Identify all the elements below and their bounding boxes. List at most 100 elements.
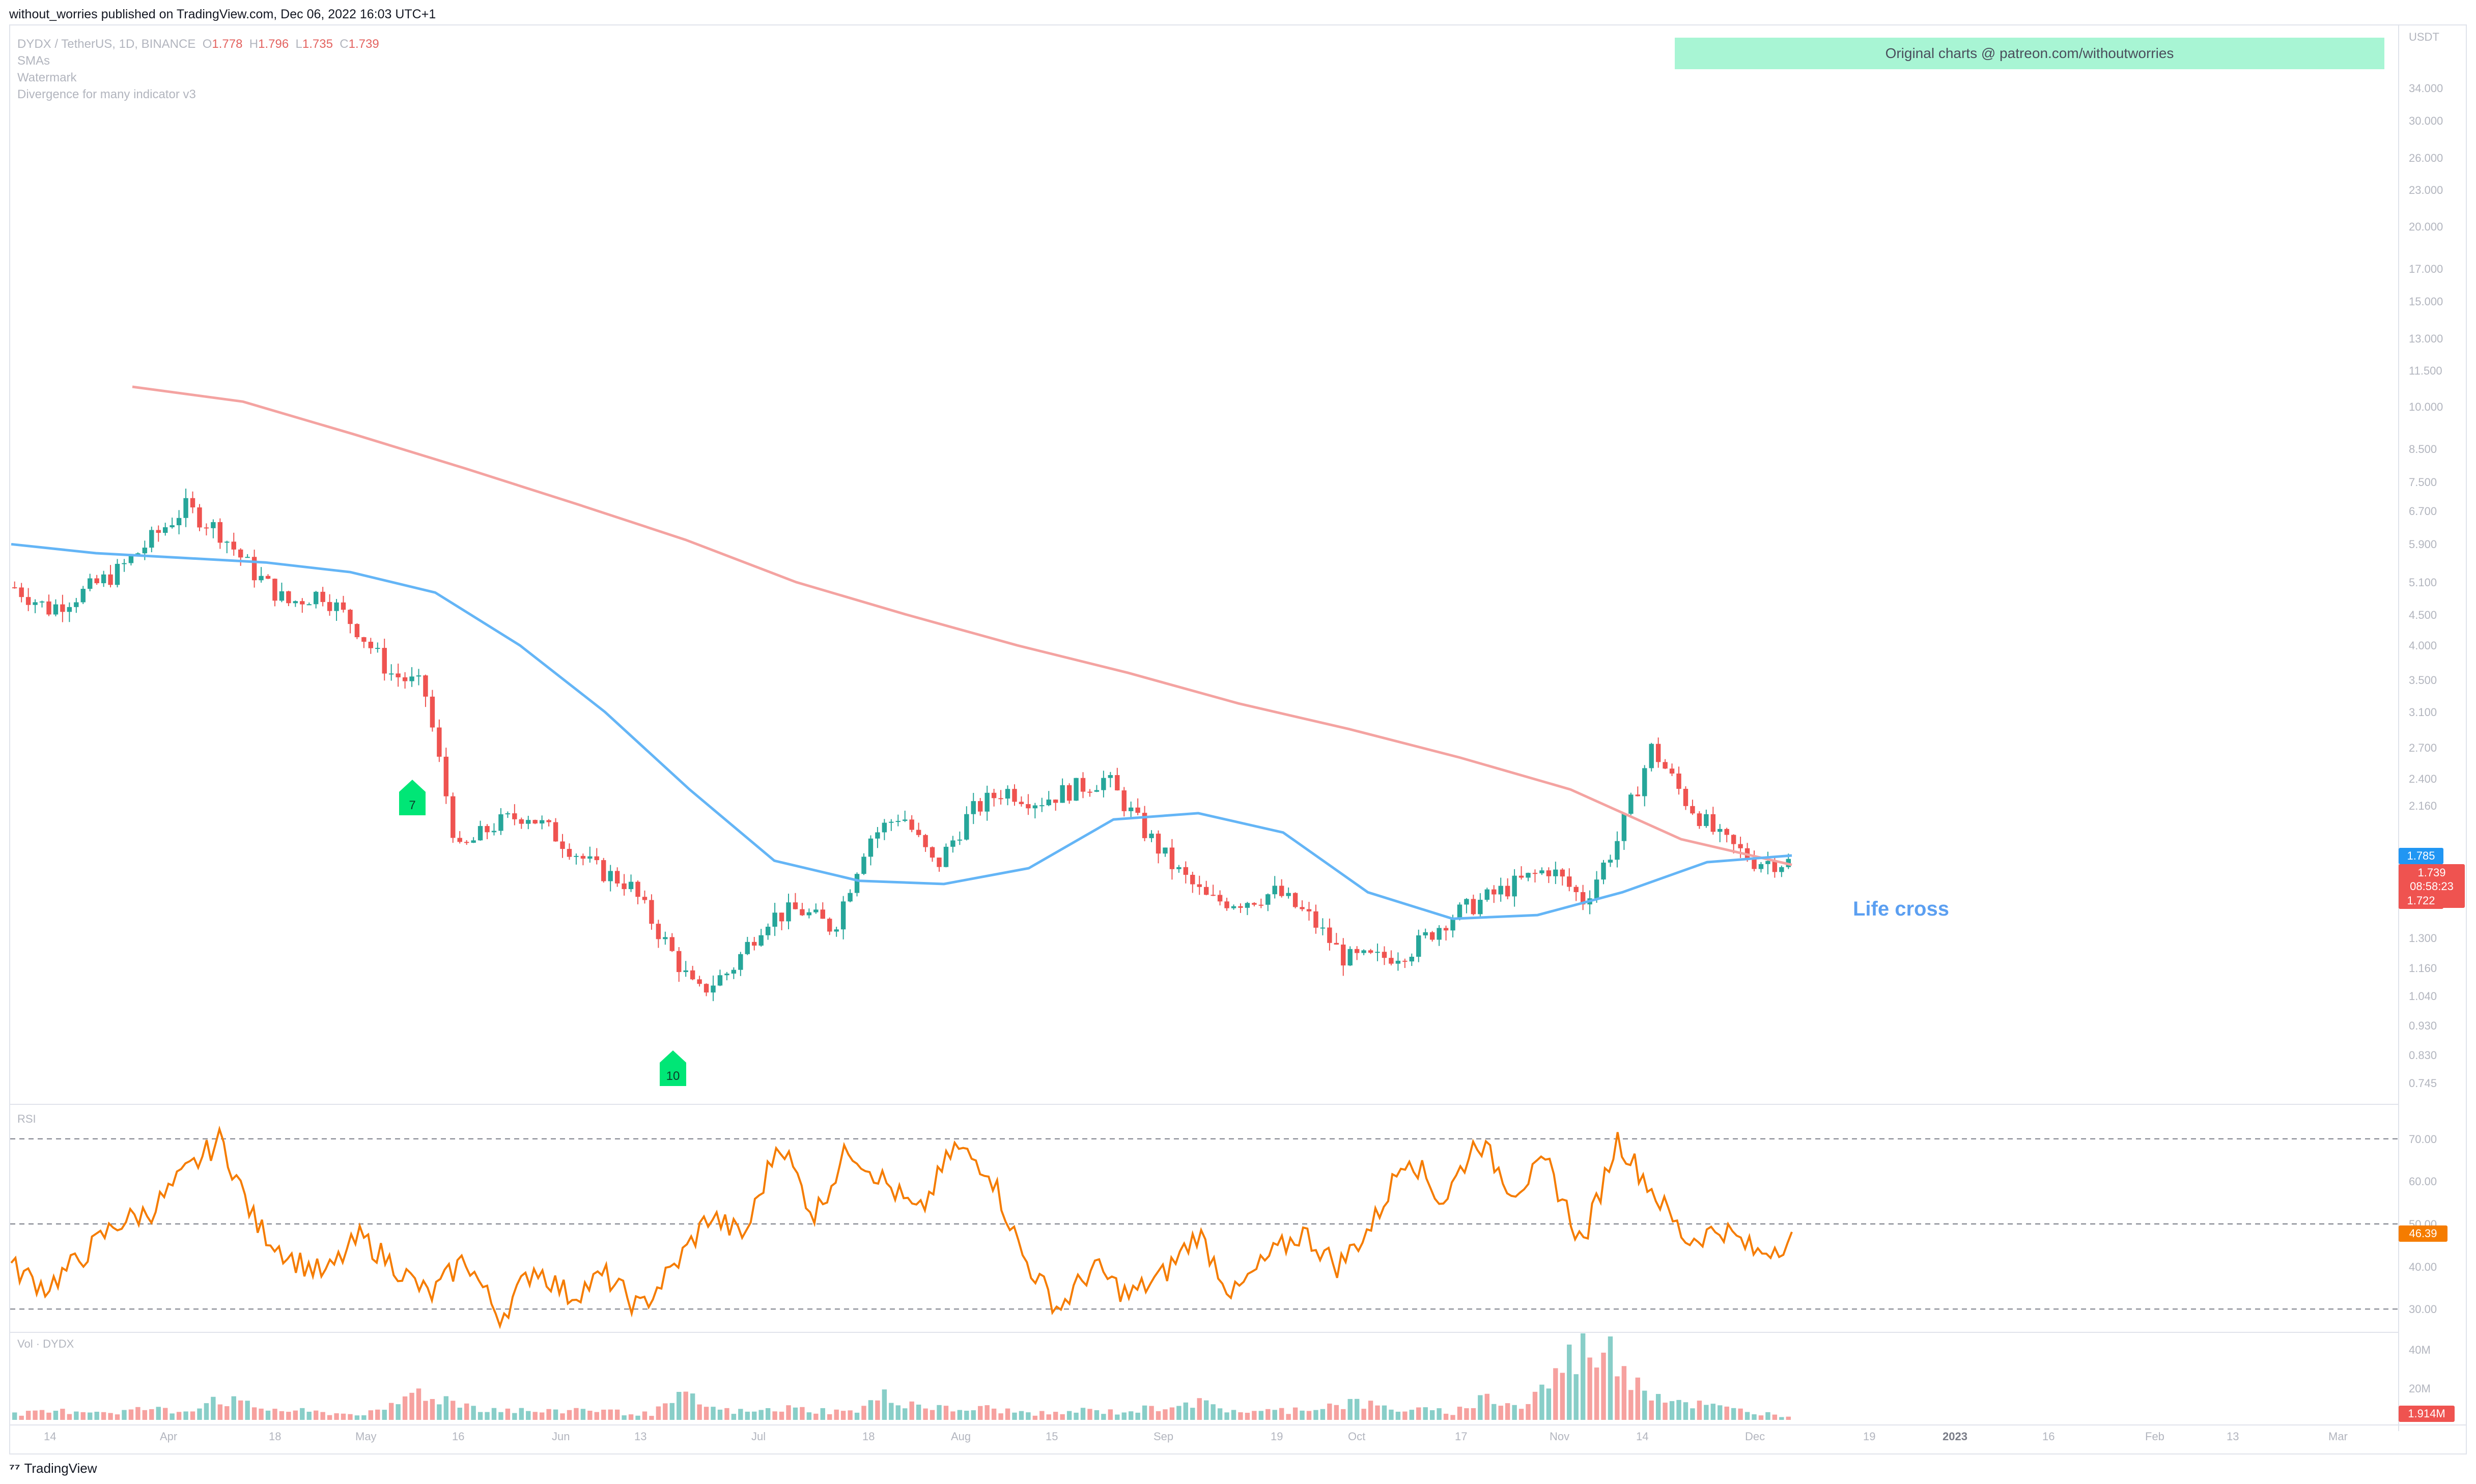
candle-body	[964, 814, 969, 840]
volume-bar	[74, 1411, 79, 1420]
candle-body	[396, 673, 401, 677]
candle-body	[1731, 835, 1736, 844]
candle-body	[1642, 768, 1647, 796]
candle-body	[1245, 903, 1250, 908]
candle-body	[984, 792, 990, 812]
volume-bar	[361, 1415, 367, 1420]
volume-bar	[690, 1393, 695, 1420]
candle-body	[711, 985, 716, 993]
close-price-value: 1.739	[2417, 866, 2446, 879]
volume-bar	[279, 1411, 285, 1420]
legend-indicator-watermark[interactable]: Watermark	[17, 71, 77, 84]
time-axis-tick: 13	[2227, 1430, 2239, 1443]
candle-body	[1211, 895, 1216, 896]
time-axis-tick: 19	[1271, 1430, 1283, 1443]
candle-body	[259, 576, 264, 581]
candle-body	[286, 591, 291, 604]
price-axis-tick: 4.000	[2409, 639, 2437, 652]
candle-body	[1409, 957, 1415, 962]
candle-body	[628, 881, 634, 890]
volume-bar	[984, 1405, 990, 1420]
volume-bar	[1437, 1408, 1442, 1420]
volume-bar	[1758, 1415, 1764, 1420]
candle-body	[388, 673, 394, 675]
volume-bar	[1272, 1410, 1277, 1420]
signal-label: 7	[409, 798, 415, 812]
volume-bar	[574, 1408, 579, 1420]
candle-body	[1615, 841, 1620, 860]
volume-bar	[259, 1408, 264, 1420]
candle-body	[108, 574, 113, 585]
chart-frame[interactable]	[9, 24, 2467, 1454]
candle-body	[663, 937, 668, 939]
legend-low: 1.735	[302, 37, 333, 51]
candle-body	[1094, 790, 1100, 792]
volume-pane-label: Vol · DYDX	[17, 1337, 74, 1350]
volume-bar	[1423, 1407, 1428, 1420]
volume-bar	[1300, 1410, 1305, 1420]
volume-bar	[1697, 1401, 1702, 1420]
candle-body	[1306, 909, 1312, 911]
tradingview-brand: TradingView	[24, 1461, 97, 1476]
time-axis-tick: May	[355, 1430, 377, 1443]
price-axis-tick: 34.000	[2409, 82, 2443, 95]
candle-body	[1019, 802, 1024, 805]
price-axis-tick: 10.000	[2409, 401, 2443, 414]
volume-bar	[580, 1409, 586, 1420]
candle-body	[1046, 800, 1051, 806]
volume-bar	[1498, 1406, 1503, 1420]
legend-symbol: DYDX / TetherUS, 1D, BINANCE	[17, 37, 196, 51]
legend-indicator-divergence[interactable]: Divergence for many indicator v3	[17, 88, 196, 101]
time-axis-tick: 16	[2042, 1430, 2055, 1443]
volume-bar	[1429, 1410, 1435, 1420]
candle-body	[1464, 899, 1469, 905]
volume-bar	[1567, 1345, 1572, 1420]
price-axis-tick: 5.100	[2409, 576, 2437, 589]
volume-bar	[1279, 1408, 1284, 1420]
candle-body	[430, 696, 435, 728]
chart-legend: DYDX / TetherUS, 1D, BINANCE O1.778 H1.7…	[17, 36, 379, 103]
time-axis-tick: Oct	[1348, 1430, 1366, 1443]
candle-body	[142, 548, 148, 554]
volume-bar	[1375, 1405, 1380, 1420]
candle-body	[608, 871, 613, 881]
volume-bar	[396, 1404, 401, 1420]
candle-body	[313, 591, 319, 605]
candle-body	[505, 813, 511, 815]
candle-body	[437, 727, 442, 757]
volume-bar	[80, 1412, 86, 1420]
candle-body	[546, 820, 551, 822]
volume-bar	[1176, 1406, 1181, 1420]
candle-body	[635, 881, 640, 897]
volume-bar	[293, 1410, 298, 1420]
candle-body	[1437, 928, 1442, 940]
tradingview-logo[interactable]: ⁷⁷ TradingView	[9, 1461, 97, 1476]
volume-bar	[519, 1408, 524, 1420]
volume-bar	[251, 1407, 257, 1420]
volume-bar	[806, 1412, 812, 1420]
candle-body	[875, 832, 880, 839]
volume-bar	[1306, 1411, 1312, 1420]
publish-line: without_worries published on TradingView…	[9, 7, 436, 21]
candle-body	[1478, 900, 1483, 915]
volume-bar	[834, 1409, 839, 1420]
volume-bar	[1772, 1414, 1778, 1420]
volume-bar	[1724, 1406, 1729, 1420]
volume-bar	[923, 1408, 928, 1420]
candle-body	[88, 578, 93, 589]
candle-body	[1101, 778, 1106, 790]
volume-axis-tick: 40M	[2409, 1344, 2431, 1356]
life-cross-annotation: Life cross	[1853, 898, 1949, 920]
volume-bar	[930, 1410, 935, 1420]
volume-bar	[313, 1410, 319, 1420]
volume-bar	[964, 1410, 969, 1420]
volume-bar	[1060, 1414, 1065, 1420]
volume-bar	[464, 1403, 469, 1420]
volume-bar	[368, 1410, 374, 1420]
price-axis-tick: 2.400	[2409, 772, 2437, 785]
legend-indicator-smas[interactable]: SMAs	[17, 54, 50, 68]
candle-body	[861, 857, 866, 874]
volume-bar	[67, 1414, 72, 1420]
candle-body	[176, 518, 182, 526]
